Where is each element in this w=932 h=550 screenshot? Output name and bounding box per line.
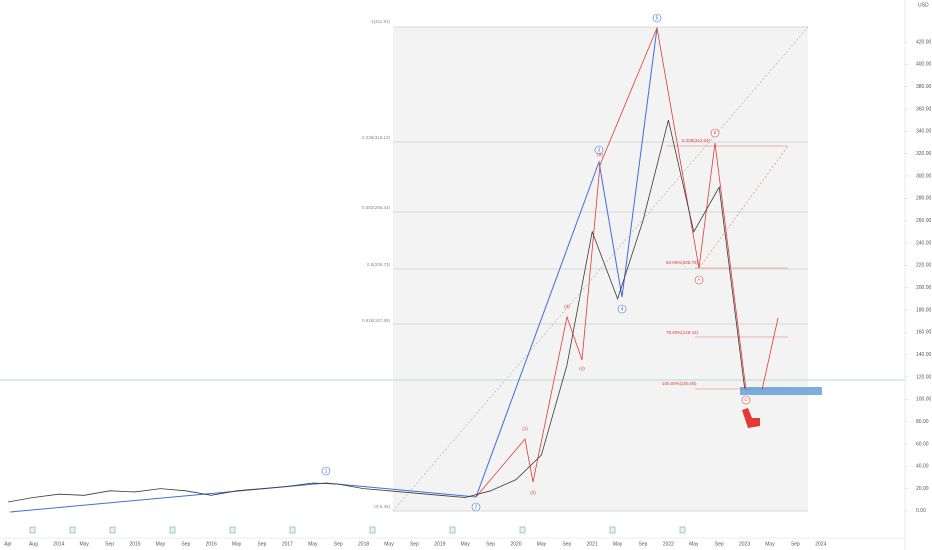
x-tick-label: 2015 — [129, 541, 140, 547]
x-tick-label: May — [232, 541, 242, 547]
fib-label: 0.618(157.88) — [362, 318, 391, 323]
subwave-label: B — [713, 130, 716, 135]
x-tick-label: Sep — [105, 541, 114, 547]
x-tick-label: Aug — [29, 541, 38, 547]
wave-circle — [471, 502, 481, 512]
wave-label: 4 — [621, 306, 624, 312]
x-tick-label: May — [613, 541, 623, 547]
x-tick-label: 2017 — [282, 541, 293, 547]
fib-label: 0.382(255.43) — [362, 205, 391, 210]
subwave-label: C — [744, 397, 748, 402]
y-tick-label: 260.00 — [916, 218, 932, 224]
subwave-circle — [694, 275, 704, 285]
y-tick-label: 140.00 — [916, 352, 932, 358]
x-tick-label: 2018 — [358, 541, 369, 547]
y-tick-label: 340.00 — [916, 129, 932, 135]
projection-arrow — [761, 317, 779, 391]
y-tick-label: 400.00 — [916, 62, 932, 68]
wave-circle — [652, 13, 662, 23]
x-tick-label: Sep — [486, 541, 495, 547]
currency-label: USD — [918, 2, 929, 8]
marker-icon — [742, 408, 760, 428]
price-line — [7, 120, 745, 503]
x-tick-label: May — [308, 541, 318, 547]
x-tick-label: May — [79, 541, 89, 547]
x-tick-label: 2016 — [206, 541, 217, 547]
x-tick-label: 2014 — [53, 541, 64, 547]
y-tick-label: 180.00 — [916, 307, 932, 313]
subwave-circle — [710, 128, 720, 138]
x-tick-label: 2022 — [663, 541, 674, 547]
x-tick-label: Sep — [791, 541, 800, 547]
x-tick-label: Sep — [181, 541, 190, 547]
x-tick-label: Sep — [715, 541, 724, 547]
x-tick-label: 2023 — [739, 541, 750, 547]
event-icons — [29, 526, 686, 534]
x-tick-label: Sep — [410, 541, 419, 547]
subwave-label: (1) — [522, 426, 528, 431]
y-tick-label: 80.00 — [916, 419, 929, 425]
y-tick-label: 380.00 — [916, 84, 932, 90]
x-tick-label: May — [537, 541, 547, 547]
wave-label: 5 — [656, 15, 659, 21]
fib-label: 0.236(316.13) — [362, 135, 391, 140]
subwave-label: (4) — [579, 366, 585, 371]
x-tick-label: Sep — [334, 541, 343, 547]
y-tick-label: 420.00 — [916, 39, 932, 45]
wave-circle — [594, 145, 604, 155]
x-tick-label: Apr — [4, 541, 12, 547]
x-tick-label: Sep — [258, 541, 267, 547]
fib-label: 0.5(206.73) — [367, 262, 391, 267]
y-tick-label: 60.00 — [916, 441, 929, 447]
wave-circle — [321, 466, 331, 476]
fib-label: 0(-6.45) — [374, 504, 390, 509]
wave-label: 2 — [475, 504, 478, 510]
subwave-label: (2) — [530, 490, 536, 495]
y-tick-label: 160.00 — [916, 330, 932, 336]
x-tick-label: 2021 — [587, 541, 598, 547]
y-tick-label: 120.00 — [916, 374, 932, 380]
y-tick-label: 360.00 — [916, 106, 932, 112]
y-tick-label: 240.00 — [916, 240, 932, 246]
subwave-label: (3) — [564, 304, 570, 309]
x-tick-label: May — [460, 541, 470, 547]
subwave-path — [475, 26, 747, 498]
fib-label: 1(411.91) — [371, 19, 390, 24]
x-tick-label: 2019 — [434, 541, 445, 547]
subwave-circle — [741, 395, 751, 405]
y-tick-label: 100.00 — [916, 397, 932, 403]
y-tick-label: 200.00 — [916, 285, 932, 291]
x-tick-label: May — [689, 541, 699, 547]
y-tick-label: 20.00 — [916, 486, 929, 492]
subwave-label: A — [697, 277, 700, 282]
x-tick-label: May — [156, 541, 166, 547]
y-tick-label: 300.00 — [916, 173, 932, 179]
retracement-label: 50.00%(208.75) — [666, 260, 699, 265]
subwave-label: (5) — [597, 152, 603, 157]
target-zone — [740, 387, 822, 395]
retracement-label: 100.00%(105.05) — [662, 381, 697, 386]
y-tick-label: 40.00 — [916, 464, 929, 470]
x-tick-label: Sep — [639, 541, 648, 547]
y-tick-label: 280.00 — [916, 196, 932, 202]
x-tick-label: May — [384, 541, 394, 547]
fib-lines — [393, 26, 808, 512]
y-tick-label: 220.00 — [916, 263, 932, 269]
retracement-label: 0.236(312.64) — [682, 138, 711, 143]
y-tick-label: 320.00 — [916, 151, 932, 157]
retracement-label: 78.60%(149.43) — [666, 330, 699, 335]
y-tick-label: 0.00 — [916, 508, 926, 514]
wave-label: 3 — [598, 147, 601, 153]
x-tick-label: 2020 — [510, 541, 521, 547]
retracement-diagonal — [698, 145, 789, 269]
x-tick-label: 2024 — [815, 541, 826, 547]
x-tick-label: May — [765, 541, 775, 547]
x-tick-label: Sep — [562, 541, 571, 547]
wave-circle — [617, 304, 627, 314]
wave-label: 1 — [325, 468, 328, 474]
